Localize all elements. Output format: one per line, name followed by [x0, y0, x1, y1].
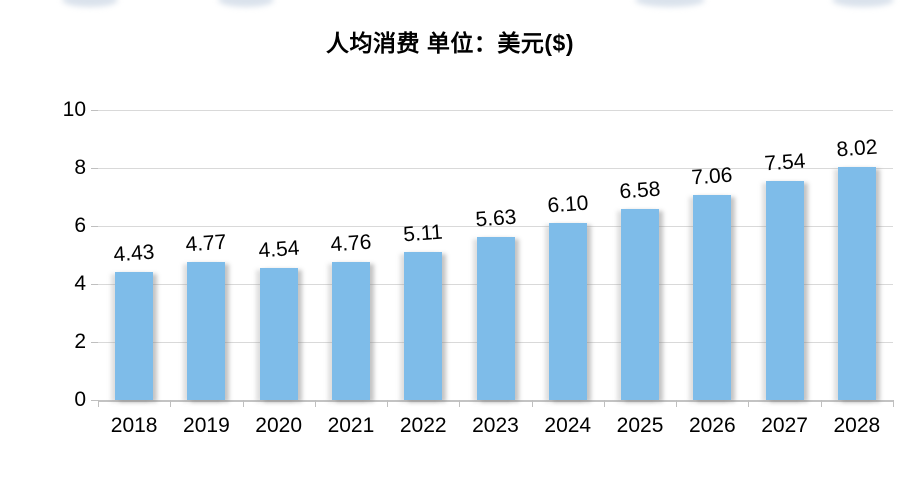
y-axis-tick-label: 0: [74, 388, 86, 411]
bar-2025: [621, 209, 660, 400]
x-axis-tick-label: 2027: [761, 414, 808, 437]
gridline: [98, 226, 893, 227]
x-axis-tick: [748, 400, 750, 407]
x-axis-tick: [676, 400, 678, 407]
bar-2020: [259, 268, 298, 400]
x-axis-line: [98, 400, 893, 402]
x-axis-tick-label: 2020: [255, 414, 303, 437]
x-axis-tick-label: 2021: [327, 414, 375, 437]
bar-2024: [548, 223, 587, 400]
bar-2022: [404, 251, 443, 400]
watermark-smudge: [218, 0, 274, 7]
y-axis-tick: [91, 168, 98, 169]
bar-2023: [476, 236, 515, 400]
x-axis-tick: [531, 400, 533, 407]
y-axis-tick: [91, 342, 98, 343]
bar-2027: [765, 181, 804, 400]
bar-2018: [115, 271, 154, 400]
x-axis-tick: [603, 400, 605, 407]
watermark-smudge: [62, 0, 118, 7]
y-axis-tick-label: 8: [74, 156, 86, 179]
x-axis-tick: [314, 400, 316, 407]
gridline: [98, 110, 893, 111]
y-axis-tick-label: 6: [74, 214, 86, 237]
x-axis-tick: [893, 400, 894, 407]
y-axis-tick-label: 2: [74, 330, 86, 353]
bar-2021: [331, 261, 370, 400]
x-axis-tick-label: 2022: [399, 414, 447, 437]
bar-2019: [187, 261, 226, 400]
x-axis-tick: [387, 400, 389, 407]
x-axis-tick: [170, 400, 172, 407]
x-axis-tick-label: 2024: [544, 414, 592, 437]
x-axis-tick-label: 2025: [616, 414, 664, 437]
y-axis-tick-label: 10: [62, 98, 86, 121]
watermark-smudge: [832, 0, 894, 7]
y-axis-tick: [91, 400, 98, 401]
chart-title: 人均消费 单位：美元($): [326, 30, 574, 56]
bar-value-label: 4.77: [185, 230, 228, 257]
gridline: [98, 168, 893, 169]
x-axis-tick: [820, 400, 822, 407]
x-axis-tick: [459, 400, 461, 407]
y-axis-tick: [91, 226, 98, 227]
x-axis-tick-label: 2028: [833, 414, 881, 437]
watermark-smudge: [635, 0, 705, 7]
plot-area: [91, 110, 894, 407]
bar-2028: [837, 167, 876, 400]
bar-2026: [693, 195, 732, 400]
x-axis-tick: [98, 400, 99, 407]
bar-value-label: 4.43: [112, 240, 156, 266]
y-axis-tick: [91, 110, 98, 111]
x-axis-tick-label: 2018: [110, 414, 158, 437]
x-axis-tick-label: 2023: [472, 414, 519, 437]
bar-value-label: 5.63: [474, 205, 517, 232]
x-axis-tick-label: 2026: [688, 414, 736, 437]
x-axis-tick-label: 2019: [183, 414, 230, 437]
y-axis-tick: [91, 284, 98, 285]
y-axis-tick-label: 4: [74, 272, 86, 295]
x-axis-tick: [242, 400, 244, 407]
